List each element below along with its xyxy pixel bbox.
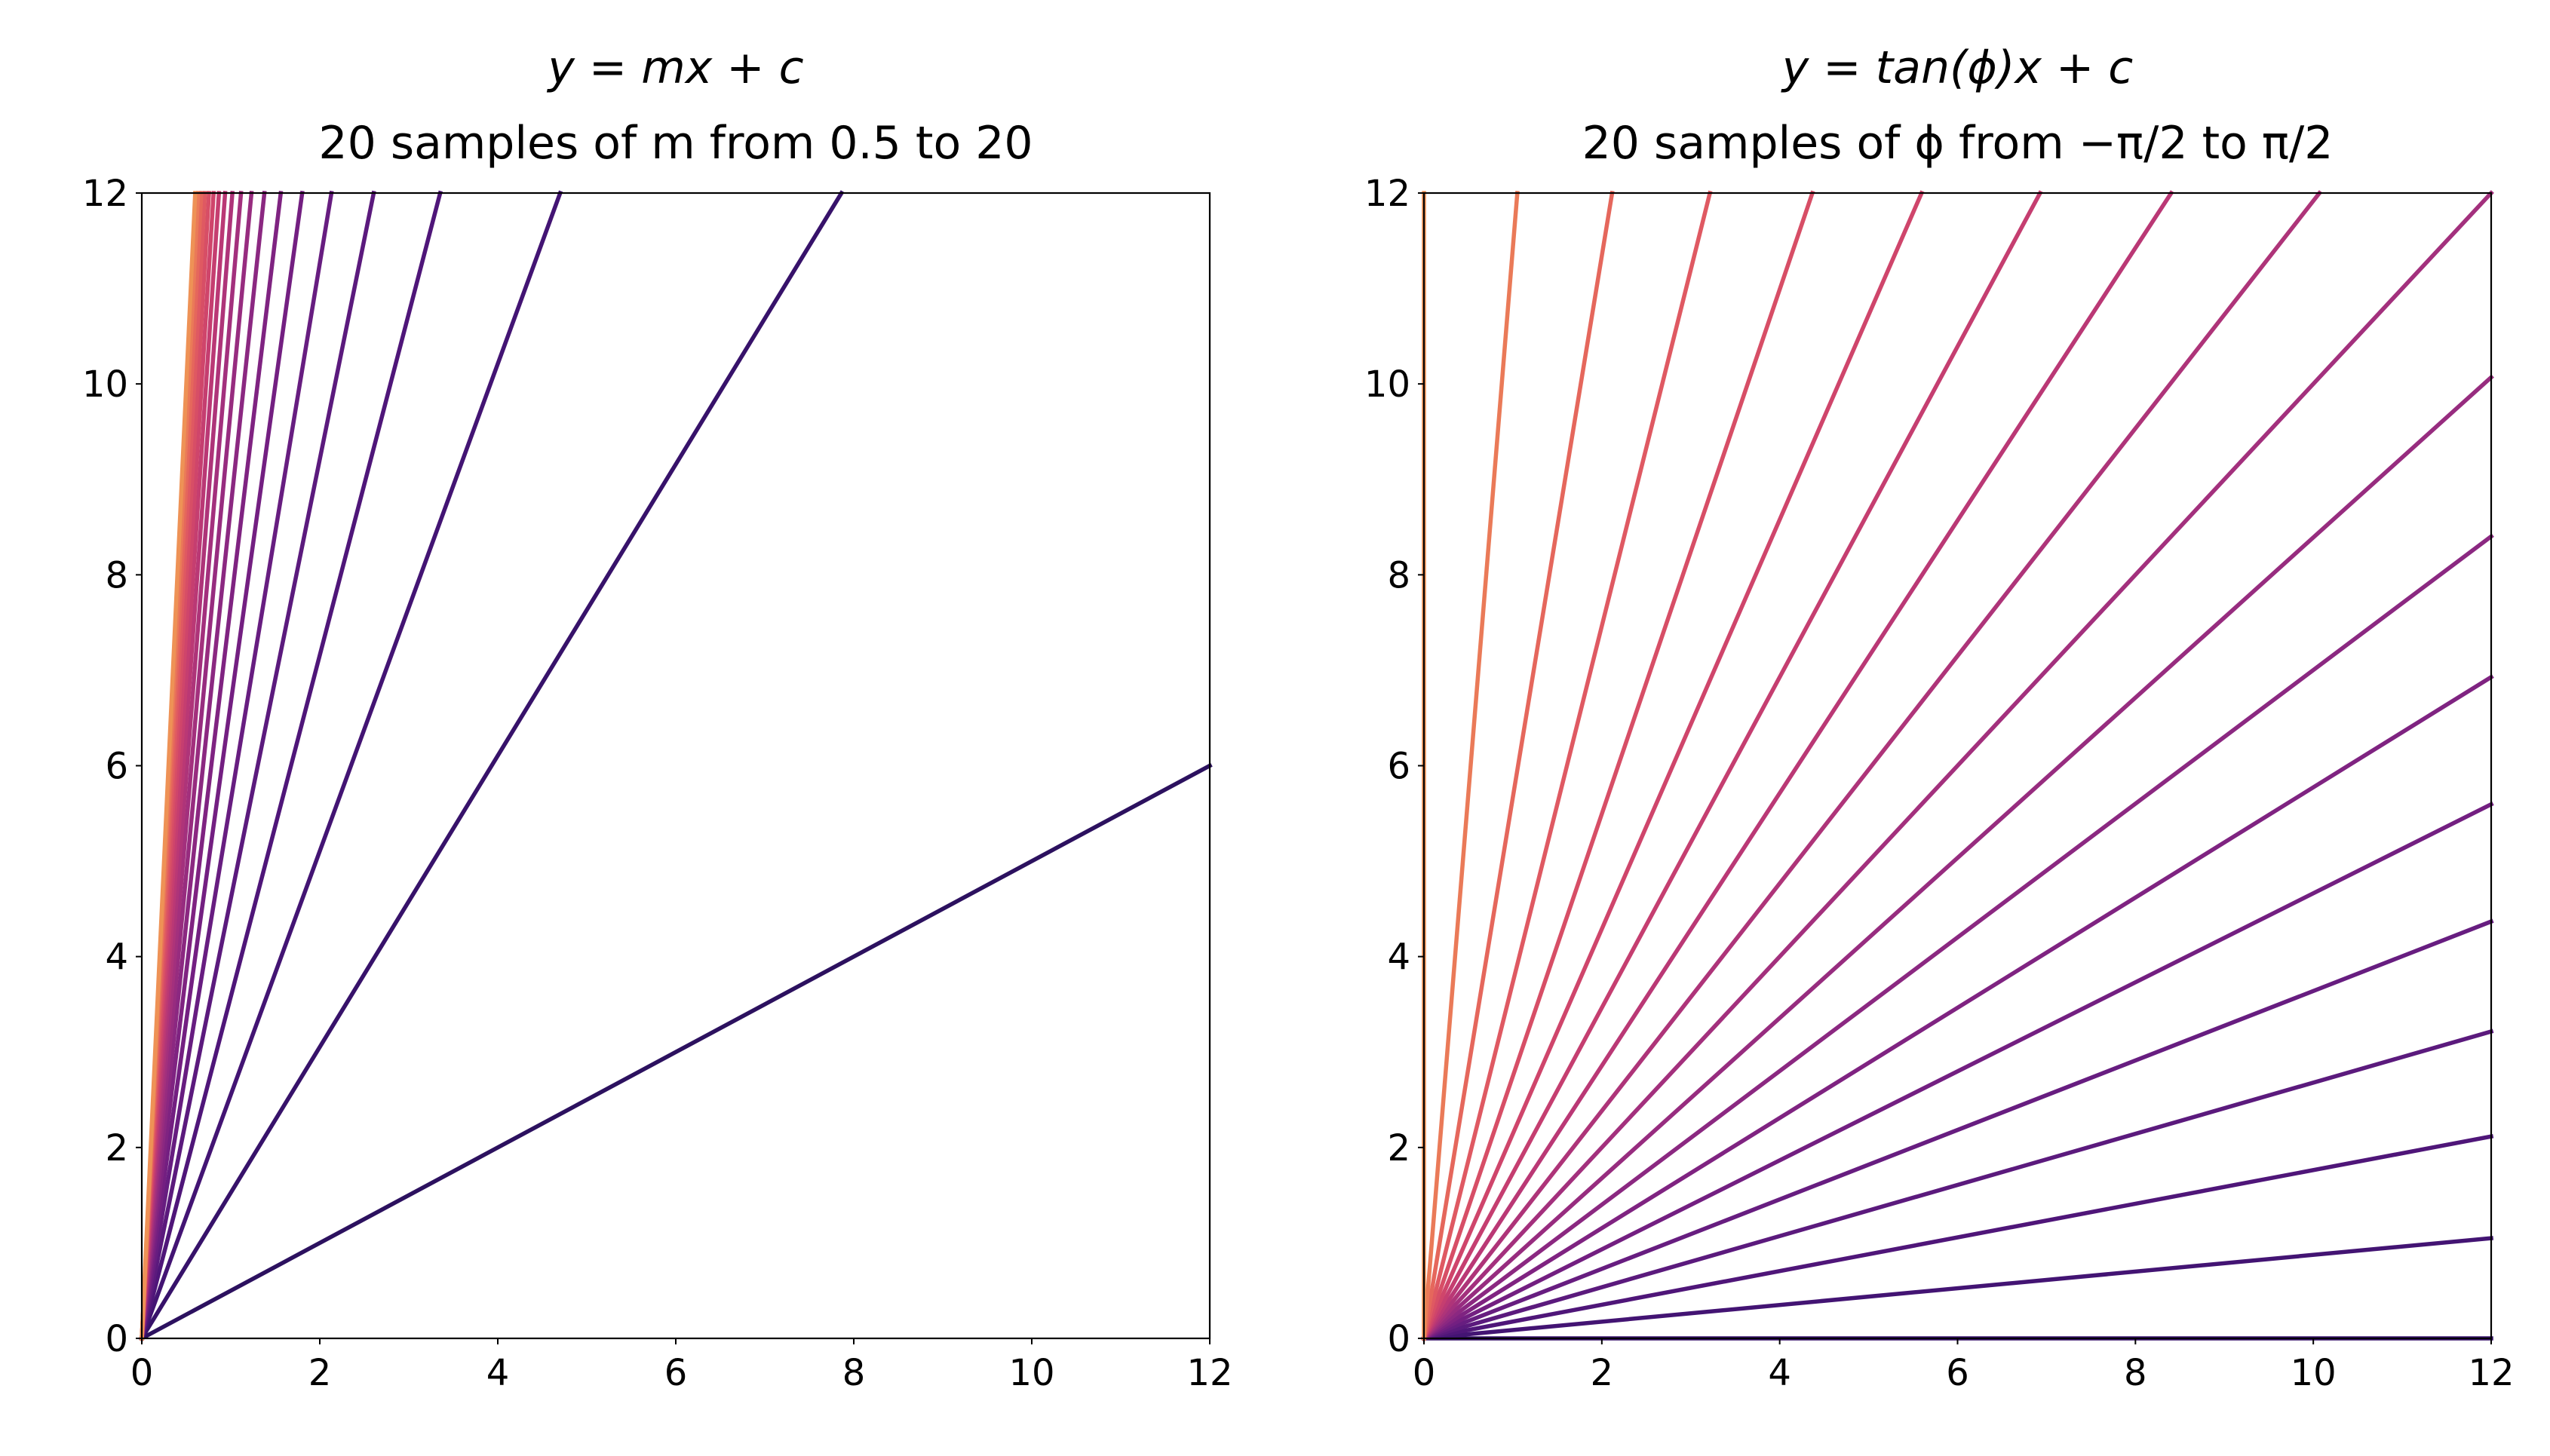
line-series [1421,1133,2494,1341]
line-series [1421,190,1815,1341]
y-tick-label: 6 [1387,746,1410,788]
x-tick-label: 0 [130,1352,154,1394]
line-series [1422,1236,2493,1341]
line-series [1421,190,1713,1341]
x-tick-label: 2 [308,1352,332,1394]
chart-title: y = mx + c [546,41,803,94]
x-tick-label: 10 [2291,1352,2337,1394]
y-tick-label: 0 [1387,1318,1410,1360]
subplot: y = mx + c 20 samples of m from 0.5 to 20… [82,41,1233,1394]
line-series [139,190,443,1341]
line-series [139,190,845,1341]
x-tick-label: 12 [1186,1352,1232,1394]
line-series [1421,1028,2494,1341]
x-tick-label: 6 [664,1352,688,1394]
line-series [139,190,376,1341]
x-tick-label: 6 [1946,1352,1969,1394]
x-tick-label: 4 [486,1352,510,1394]
line-series [1421,190,2323,1341]
line-series [1421,190,1615,1341]
x-tick-label: 4 [1768,1352,1791,1394]
line-series [1422,191,1520,1341]
subplot: y = tan(ϕ)x + c 20 samples of ϕ from −π/2… [1364,41,2515,1394]
y-tick-label: 2 [1387,1127,1410,1169]
y-tick-label: 10 [82,363,128,406]
line-series [139,762,1213,1341]
y-tick-label: 2 [105,1127,128,1169]
y-tick-label: 8 [105,554,128,596]
line-series [140,191,198,1341]
y-tick-label: 8 [1387,554,1410,596]
y-tick-label: 4 [1387,936,1410,979]
line-series [1421,190,1925,1341]
y-tick-label: 4 [105,936,128,979]
line-series [1421,674,2494,1341]
line-series [139,190,563,1341]
y-tick-label: 6 [105,746,128,788]
y-tick-label: 12 [1364,173,1410,215]
line-series [1421,190,2174,1341]
chart-title: y = tan(ϕ)x + c [1781,41,2134,94]
x-tick-label: 12 [2468,1352,2514,1394]
line-series [139,190,267,1341]
y-tick-label: 10 [1364,363,1410,406]
line-series [1421,190,2043,1341]
line-series [1421,533,2494,1341]
y-tick-label: 0 [105,1318,128,1360]
line-series [139,190,305,1341]
x-tick-label: 10 [1008,1352,1054,1394]
x-tick-label: 8 [2124,1352,2147,1394]
chart-subtitle: 20 samples of m from 0.5 to 20 [318,117,1033,170]
line-series [1421,918,2494,1341]
line-series [1421,801,2494,1341]
y-tick-label: 12 [82,173,128,215]
line-series [139,190,334,1341]
x-tick-label: 2 [1591,1352,1614,1394]
x-tick-label: 8 [842,1352,866,1394]
line-series [1421,190,2494,1341]
chart-subtitle: 20 samples of ϕ from −π/2 to π/2 [1582,117,2334,170]
line-series [139,190,284,1341]
line-series [1421,374,2494,1341]
x-tick-label: 0 [1413,1352,1436,1394]
